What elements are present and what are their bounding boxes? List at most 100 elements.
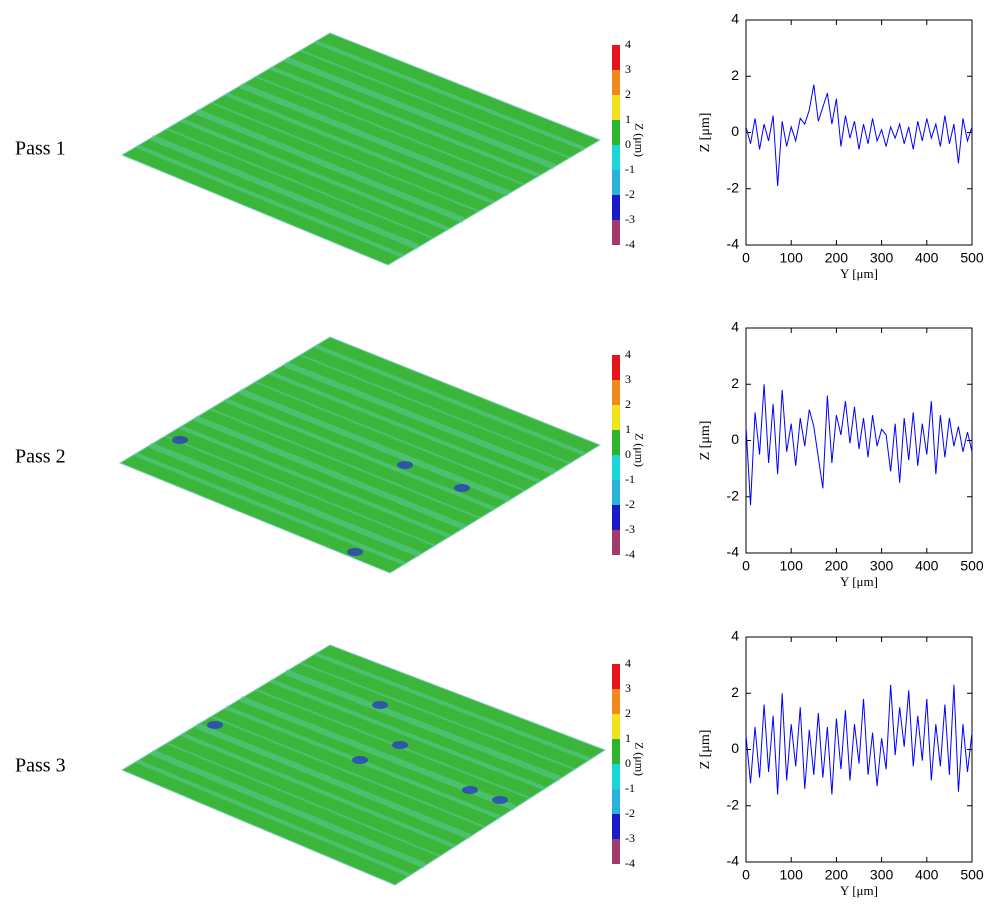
surface xyxy=(118,336,602,574)
surface-pit xyxy=(207,721,223,729)
surface-stripe xyxy=(209,408,481,520)
surface-pit xyxy=(372,701,388,709)
y-tick-label: 4 xyxy=(731,11,739,27)
colorbar-tick-label: 1 xyxy=(625,422,631,436)
surface-stripe xyxy=(148,442,422,558)
y-tick-label: -4 xyxy=(727,544,740,560)
x-tick-label: 500 xyxy=(960,250,984,266)
colorbar-segment xyxy=(612,480,620,505)
surface-stripe xyxy=(210,715,486,829)
colorbar-tick-label: 0 xyxy=(625,756,631,770)
surface-stripe xyxy=(314,652,591,762)
surface-stripe xyxy=(284,56,556,170)
x-tick-label: 400 xyxy=(915,867,939,883)
colorbar-tick-label: 4 xyxy=(625,37,631,51)
colorbar-segment xyxy=(612,170,620,195)
x-tick-label: 200 xyxy=(825,558,849,574)
colorbar-segment xyxy=(612,45,620,70)
panel-label: Pass 2 xyxy=(15,446,66,468)
surface-stripe xyxy=(269,678,546,791)
surface-texture xyxy=(136,652,591,878)
surface-pit xyxy=(347,548,363,556)
colorbar-segment xyxy=(612,195,620,220)
y-axis-label: Z [μm] xyxy=(698,730,713,770)
colorbar-segment xyxy=(612,355,620,380)
y-tick-label: 2 xyxy=(731,67,739,83)
y-tick-label: -2 xyxy=(727,796,740,812)
surface-stripe xyxy=(299,354,571,465)
surface-stripe xyxy=(255,75,525,186)
surface-pit xyxy=(462,786,478,794)
surface-stripe xyxy=(225,92,495,205)
surface-pit xyxy=(397,461,413,469)
colorbar-segment xyxy=(612,789,620,814)
x-axis-label: Y [μm] xyxy=(840,266,878,281)
colorbar-tick-label: 2 xyxy=(625,706,631,720)
y-tick-label: 2 xyxy=(731,375,739,391)
surface xyxy=(120,644,607,886)
x-axis-label: Y [μm] xyxy=(840,574,878,589)
colorbar-segment xyxy=(612,839,620,864)
colorbar-segment xyxy=(612,505,620,530)
colorbar-tick-label: -3 xyxy=(625,522,635,536)
colorbar-tick-label: -2 xyxy=(625,497,635,511)
surface-stripe xyxy=(238,388,512,503)
surface-pit xyxy=(352,756,368,764)
colorbar-segment xyxy=(612,714,620,739)
x-tick-label: 100 xyxy=(780,558,804,574)
colorbar-tick-label: -3 xyxy=(625,212,635,226)
surface-texture xyxy=(136,39,586,258)
y-tick-label: 0 xyxy=(731,431,739,447)
x-tick-label: 400 xyxy=(915,558,939,574)
colorbar-label: Z (μm) xyxy=(632,742,646,776)
surface-stripe xyxy=(314,39,586,151)
colorbar-tick-label: -2 xyxy=(625,187,635,201)
colorbar-segment xyxy=(612,120,620,145)
y-axis-label: Z [μm] xyxy=(698,421,713,461)
colorbar-segment xyxy=(612,70,620,95)
y-tick-label: 4 xyxy=(731,628,739,644)
colorbar-label: Z (μm) xyxy=(632,433,646,467)
x-tick-label: 0 xyxy=(742,250,750,266)
panel-label: Pass 3 xyxy=(15,755,66,777)
surface-stripe xyxy=(269,66,541,178)
y-tick-label: 0 xyxy=(731,123,739,139)
x-tick-label: 100 xyxy=(780,867,804,883)
x-tick-label: 200 xyxy=(825,250,849,266)
surface-stripe xyxy=(164,435,436,547)
colorbar-tick-label: 1 xyxy=(625,731,631,745)
x-tick-label: 0 xyxy=(742,867,750,883)
x-tick-label: 200 xyxy=(825,867,849,883)
plot-frame xyxy=(745,19,973,246)
x-axis-label: Y [μm] xyxy=(840,883,878,898)
surface-stripe xyxy=(210,101,480,213)
surface-stripe xyxy=(193,415,467,531)
colorbar-tick-label: 2 xyxy=(625,397,631,411)
surface-stripe xyxy=(180,118,450,232)
x-tick-label: 100 xyxy=(780,250,804,266)
surface-stripe xyxy=(299,49,571,159)
y-axis-label: Z [μm] xyxy=(698,113,713,153)
x-tick-label: 400 xyxy=(915,250,939,266)
surface-stripe xyxy=(224,398,496,511)
colorbar-segment xyxy=(612,405,620,430)
surface-stripe xyxy=(134,452,406,566)
colorbar-tick-label: 0 xyxy=(625,447,631,461)
surface-pit xyxy=(392,741,408,749)
surface-stripe xyxy=(269,371,541,484)
surface-stripe xyxy=(314,344,586,456)
surface-stripe xyxy=(239,82,511,197)
colorbar-segment xyxy=(612,739,620,764)
colorbar-tick-label: -2 xyxy=(625,806,635,820)
surface-pit xyxy=(172,436,188,444)
profile-line xyxy=(745,384,973,506)
colorbar-segment xyxy=(612,530,620,555)
y-tick-label: 4 xyxy=(731,319,739,335)
surface-pit xyxy=(492,796,508,804)
colorbar-tick-label: 0 xyxy=(625,137,631,151)
colorbar-tick-label: -4 xyxy=(625,547,635,561)
colorbar-segment xyxy=(612,689,620,714)
colorbar-segment xyxy=(612,220,620,245)
